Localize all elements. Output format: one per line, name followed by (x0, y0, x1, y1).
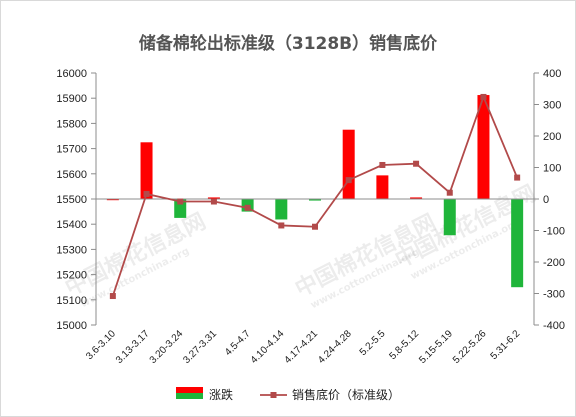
price-point (109, 293, 116, 300)
right-tick-label: -100 (543, 226, 565, 238)
left-tick-label: 15300 (56, 244, 87, 256)
bar-4.10-4.14 (275, 199, 288, 220)
bar-4.24-4.28 (342, 129, 355, 199)
left-tick-label: 15600 (56, 169, 87, 181)
right-tick-label: 100 (543, 163, 561, 175)
right-tick-label: 400 (543, 68, 561, 80)
bar-3.13-3.17 (140, 142, 153, 199)
category-label: 4.17-4.21 (282, 328, 320, 366)
left-tick-label: 15100 (56, 295, 87, 307)
price-point (244, 204, 251, 211)
bar-4.17-4.21 (309, 199, 321, 201)
price-point (177, 198, 184, 205)
legend-label-price: 销售底价（标准级） (292, 387, 400, 402)
right-tick-label: -400 (543, 320, 565, 332)
category-label: 4.5-4.7 (223, 328, 253, 358)
left-tick-label: 15700 (56, 144, 87, 156)
category-label: 5.22-5.26 (451, 328, 489, 366)
left-tick-label: 15200 (56, 270, 87, 282)
category-label: 5.8-5.12 (387, 328, 421, 362)
bar-5.15-5.19 (443, 199, 456, 236)
price-point (446, 189, 453, 196)
price-point (345, 177, 352, 184)
legend-swatch-up (176, 387, 203, 393)
legend: 涨跌 销售底价（标准级） (176, 387, 400, 402)
right-tick-label: 200 (543, 131, 561, 143)
category-label: 3.20-3.24 (148, 328, 186, 366)
price-point (514, 174, 521, 181)
price-point (278, 222, 285, 229)
price-point (312, 223, 318, 230)
left-tick-label: 15000 (56, 320, 87, 332)
category-label: 3.27-3.31 (181, 328, 219, 366)
left-tick-label: 15800 (56, 118, 87, 130)
bar-5.8-5.12 (410, 197, 423, 199)
legend-label-change: 涨跌 (209, 387, 233, 402)
line-series (109, 93, 521, 300)
category-label: 4.24-4.28 (316, 328, 354, 366)
right-tick-label: -200 (543, 257, 565, 269)
chart-title: 储备棉轮出标准级（3128B）销售底价 (139, 33, 438, 54)
bar-5.31-6.2 (511, 199, 524, 288)
category-label: 4.10-4.14 (249, 328, 287, 366)
left-tick-label: 15900 (56, 93, 87, 105)
category-label: 5.15-5.19 (417, 328, 455, 366)
right-tick-label: 300 (543, 100, 561, 112)
right-tick-label: 0 (543, 194, 549, 206)
bar-3.6-3.10 (106, 199, 119, 201)
price-point (379, 161, 386, 168)
right-tick-label: -300 (543, 289, 565, 301)
left-tick-label: 16000 (56, 68, 87, 80)
left-tick-label: 15500 (56, 194, 87, 206)
legend-swatch-down (176, 393, 203, 399)
category-label: 5.31-6.2 (489, 328, 523, 362)
price-point (413, 160, 420, 167)
bar-5.2-5.5 (376, 175, 389, 199)
bar-3.27-3.31 (207, 197, 220, 199)
bar-5.22-5.26 (477, 95, 490, 199)
legend-marker (270, 392, 277, 398)
category-label: 5.2-5.5 (358, 328, 388, 358)
left-tick-label: 15400 (56, 219, 87, 231)
bar-series (106, 95, 524, 288)
category-label: 3.13-3.17 (114, 328, 152, 366)
price-line (111, 94, 518, 297)
price-point (143, 190, 150, 197)
price-point (480, 93, 487, 100)
category-label: 3.6-3.10 (84, 328, 118, 362)
price-point (210, 198, 217, 205)
